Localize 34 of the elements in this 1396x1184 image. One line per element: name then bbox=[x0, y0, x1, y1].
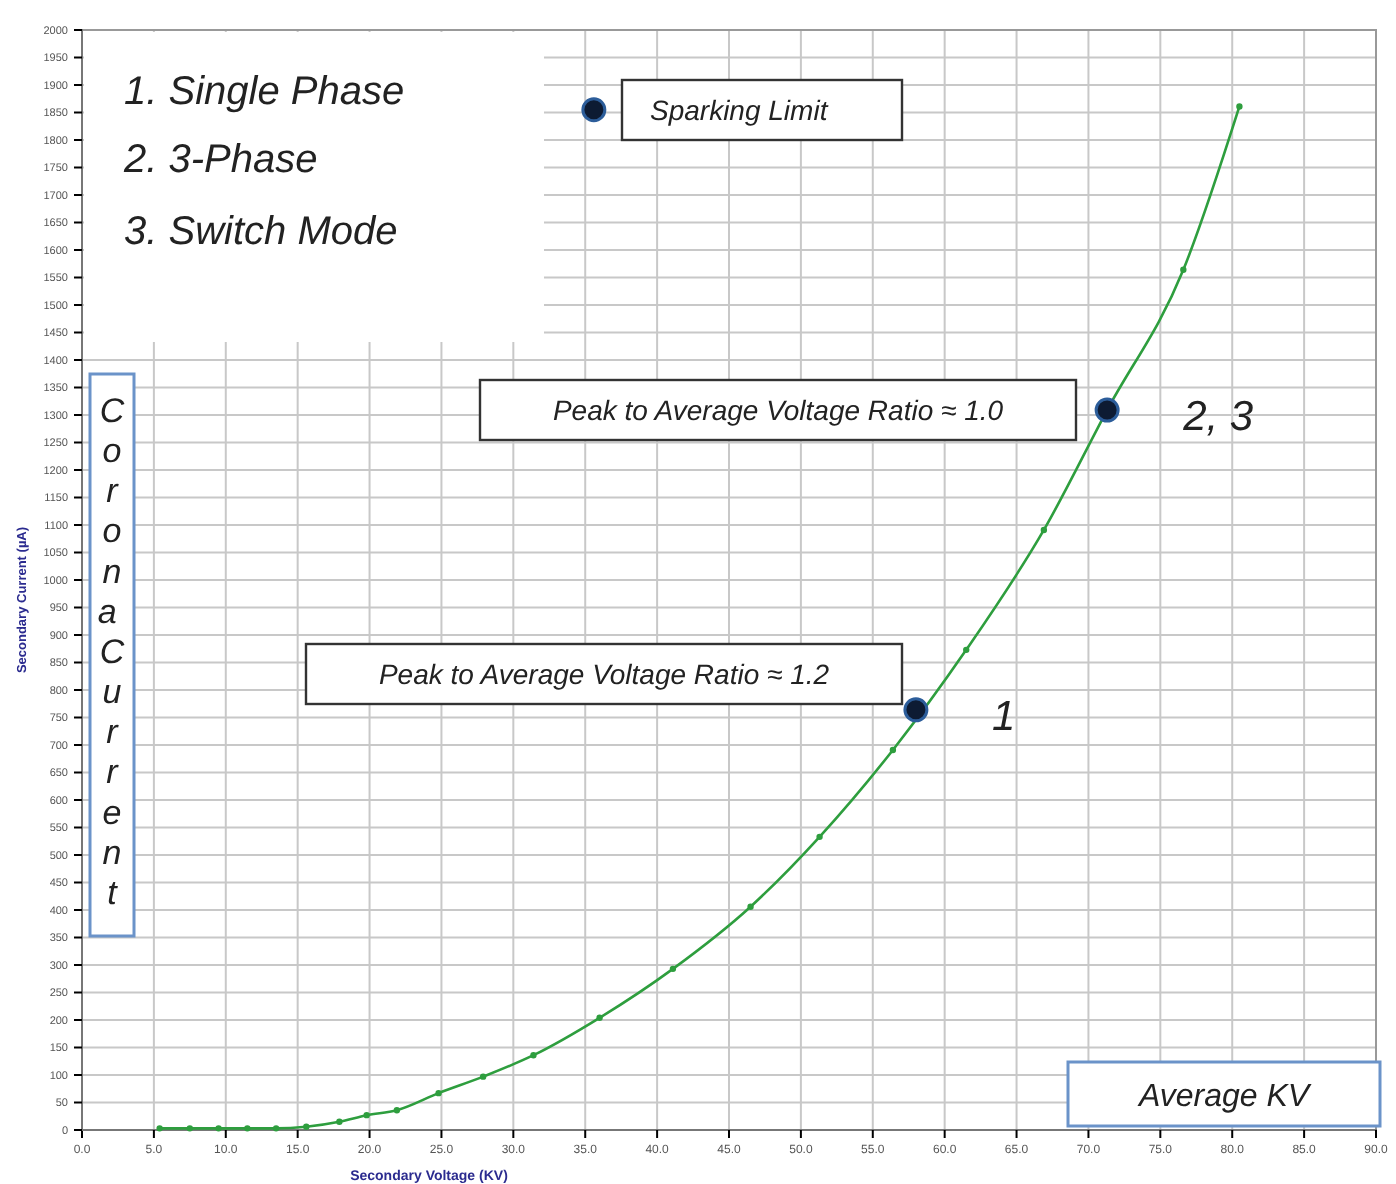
point bbox=[747, 903, 754, 910]
point bbox=[336, 1118, 343, 1125]
point bbox=[530, 1052, 537, 1059]
annotation: 2, 3 bbox=[1181, 394, 1254, 441]
point bbox=[581, 97, 607, 123]
annotation: Peak to Average Voltage Ratio ≈ 1.2 bbox=[378, 658, 830, 691]
point bbox=[889, 746, 897, 754]
annotation: Average KV bbox=[1136, 1080, 1312, 1114]
text: Corona Current bbox=[97, 392, 125, 912]
annotation: Sparking Limit bbox=[650, 94, 830, 127]
annotation: 2. 3-Phase bbox=[122, 138, 318, 182]
annotation: 1 bbox=[991, 693, 1016, 740]
point bbox=[272, 1125, 280, 1132]
point bbox=[435, 1089, 442, 1097]
point bbox=[186, 1125, 194, 1132]
point bbox=[596, 1014, 603, 1021]
point bbox=[1094, 397, 1120, 423]
annotation: 1. Single Phase bbox=[124, 70, 405, 114]
point bbox=[215, 1125, 222, 1132]
point bbox=[479, 1073, 487, 1080]
annotation: 3. Switch Mode bbox=[124, 210, 398, 254]
point bbox=[1236, 103, 1243, 110]
point bbox=[816, 833, 823, 841]
point bbox=[903, 697, 929, 723]
point bbox=[393, 1107, 401, 1114]
point bbox=[363, 1111, 370, 1119]
point bbox=[303, 1123, 310, 1130]
point bbox=[963, 646, 970, 654]
point bbox=[156, 1125, 163, 1132]
point bbox=[1180, 266, 1187, 273]
point bbox=[669, 965, 677, 973]
point bbox=[244, 1125, 251, 1132]
annotation: Peak to Average Voltage Ratio ≈ 1.0 bbox=[552, 394, 1004, 427]
point bbox=[1040, 526, 1048, 534]
